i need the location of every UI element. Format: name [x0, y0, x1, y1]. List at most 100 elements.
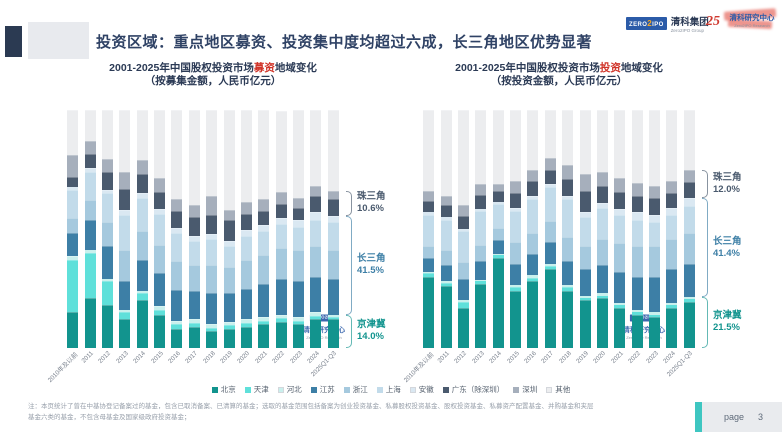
bar-segment-天津	[154, 309, 166, 315]
legend-label: 深圳	[522, 385, 538, 394]
bar-segment-河北	[206, 324, 218, 328]
bar-segment-广东（除深圳）	[527, 181, 539, 196]
bar-segment-天津	[614, 305, 626, 308]
bar-segment-江苏	[101, 245, 113, 279]
bar-segment-上海	[527, 199, 539, 233]
region-label-珠三角: 珠三角 10.6%	[357, 191, 386, 215]
stacked-bar-2021	[258, 110, 270, 348]
legend-swatch-icon	[211, 386, 218, 393]
chart1-subtitle: （按募集金额，人民币亿元）	[144, 75, 282, 87]
bar-segment-广东（除深圳）	[240, 213, 252, 231]
page-badge-accent	[695, 402, 702, 432]
bar-segment-安徽	[67, 187, 79, 190]
bar-segment-上海	[258, 231, 270, 256]
bar-segment-上海	[649, 221, 661, 246]
bar-segment-其他	[649, 110, 661, 187]
bar-segment-江苏	[327, 279, 339, 315]
legend-label: 其他	[555, 385, 571, 394]
bar-segment-江苏	[596, 264, 608, 294]
bar-segment-北京	[579, 300, 591, 348]
stacked-bar-2023	[649, 110, 661, 348]
bar-segment-上海	[171, 232, 183, 262]
bar-segment-天津	[84, 252, 96, 299]
bar-segment-浙江	[666, 238, 678, 270]
bar-segment-江苏	[544, 242, 556, 264]
bar-segment-河北	[457, 300, 469, 302]
bar-segment-安徽	[579, 212, 591, 218]
bar-segment-天津	[240, 323, 252, 327]
legend-item-其他: 其他	[546, 384, 570, 395]
bar-segment-广东（除深圳）	[631, 195, 643, 213]
bar-segment-江苏	[171, 289, 183, 321]
stacked-bar-2015	[510, 110, 522, 348]
bar-segment-广东（除深圳）	[171, 211, 183, 228]
bar-segment-安徽	[101, 189, 113, 194]
bar-segment-安徽	[310, 212, 322, 220]
legend-swatch-icon	[310, 386, 317, 393]
bar-segment-其他	[240, 110, 252, 202]
bar-segment-广东（除深圳）	[188, 217, 200, 237]
stacked-bar-2020	[240, 110, 252, 348]
bar-segment-浙江	[258, 255, 270, 284]
watermark-badge-icon: ZERO2IPO	[310, 314, 338, 322]
bar-segment-安徽	[188, 236, 200, 241]
stacked-bar-2020	[596, 110, 608, 348]
bar-segment-江苏	[683, 263, 695, 297]
anniversary-25-icon: 25	[706, 14, 720, 29]
bar-segment-河北	[154, 306, 166, 310]
bar-segment-深圳	[440, 195, 452, 206]
bar-segment-上海	[154, 213, 166, 245]
bar-segment-北京	[492, 257, 504, 348]
bar-segment-北京	[310, 319, 322, 348]
bar-segment-安徽	[258, 225, 270, 232]
stacked-bar-2017	[544, 110, 556, 348]
bar-segment-江苏	[275, 279, 287, 315]
bar-segment-天津	[310, 315, 322, 320]
bar-segment-浙江	[101, 221, 113, 246]
region-label-京津冀: 京津冀 14.0%	[357, 319, 386, 343]
bar-segment-北京	[136, 300, 148, 348]
bar-segment-其他	[258, 110, 270, 200]
region-brace-长三角	[702, 198, 708, 297]
bar-segment-北京	[510, 290, 522, 348]
bar-segment-其他	[666, 110, 678, 182]
bar-segment-上海	[614, 214, 626, 244]
bar-segment-安徽	[527, 195, 539, 200]
bar-segment-河北	[527, 275, 539, 278]
bar-segment-安徽	[596, 202, 608, 208]
bar-segment-浙江	[475, 244, 487, 262]
bar-segment-江苏	[136, 259, 148, 291]
bar-segment-天津	[475, 281, 487, 284]
bar-segment-广东（除深圳）	[67, 176, 79, 188]
bar-segment-其他	[614, 110, 626, 178]
bar-segment-上海	[310, 219, 322, 246]
bar-segment-北京	[562, 290, 574, 348]
bar-segment-河北	[188, 319, 200, 324]
bar-segment-河北	[171, 320, 183, 325]
bar-segment-上海	[136, 198, 148, 232]
bar-segment-安徽	[119, 210, 131, 215]
bar-segment-深圳	[527, 169, 539, 182]
bar-segment-其他	[544, 110, 556, 158]
bar-segment-深圳	[492, 183, 504, 191]
bar-segment-上海	[275, 224, 287, 249]
bar-segment-浙江	[293, 250, 305, 282]
bar-segment-安徽	[423, 212, 435, 215]
legend-item-安徽: 安徽	[409, 384, 434, 395]
bar-segment-北京	[666, 307, 678, 348]
research-subtitle: Zero2IPO Research	[734, 23, 770, 28]
bar-segment-深圳	[275, 192, 287, 205]
bar-segment-安徽	[223, 240, 235, 246]
bar-segment-其他	[683, 110, 695, 170]
watermark-badge-icon: ZERO2IPO	[630, 314, 658, 322]
bar-segment-江苏	[188, 290, 200, 320]
bar-segment-浙江	[84, 200, 96, 220]
bar-segment-深圳	[119, 171, 131, 189]
bar-segment-广东（除深圳）	[327, 199, 339, 216]
bar-segment-其他	[440, 110, 452, 196]
bar-segment-深圳	[101, 158, 113, 172]
bar-segment-河北	[293, 317, 305, 321]
bar-segment-上海	[683, 206, 695, 233]
bar-segment-河北	[683, 296, 695, 300]
bar-segment-广东（除深圳）	[293, 207, 305, 220]
